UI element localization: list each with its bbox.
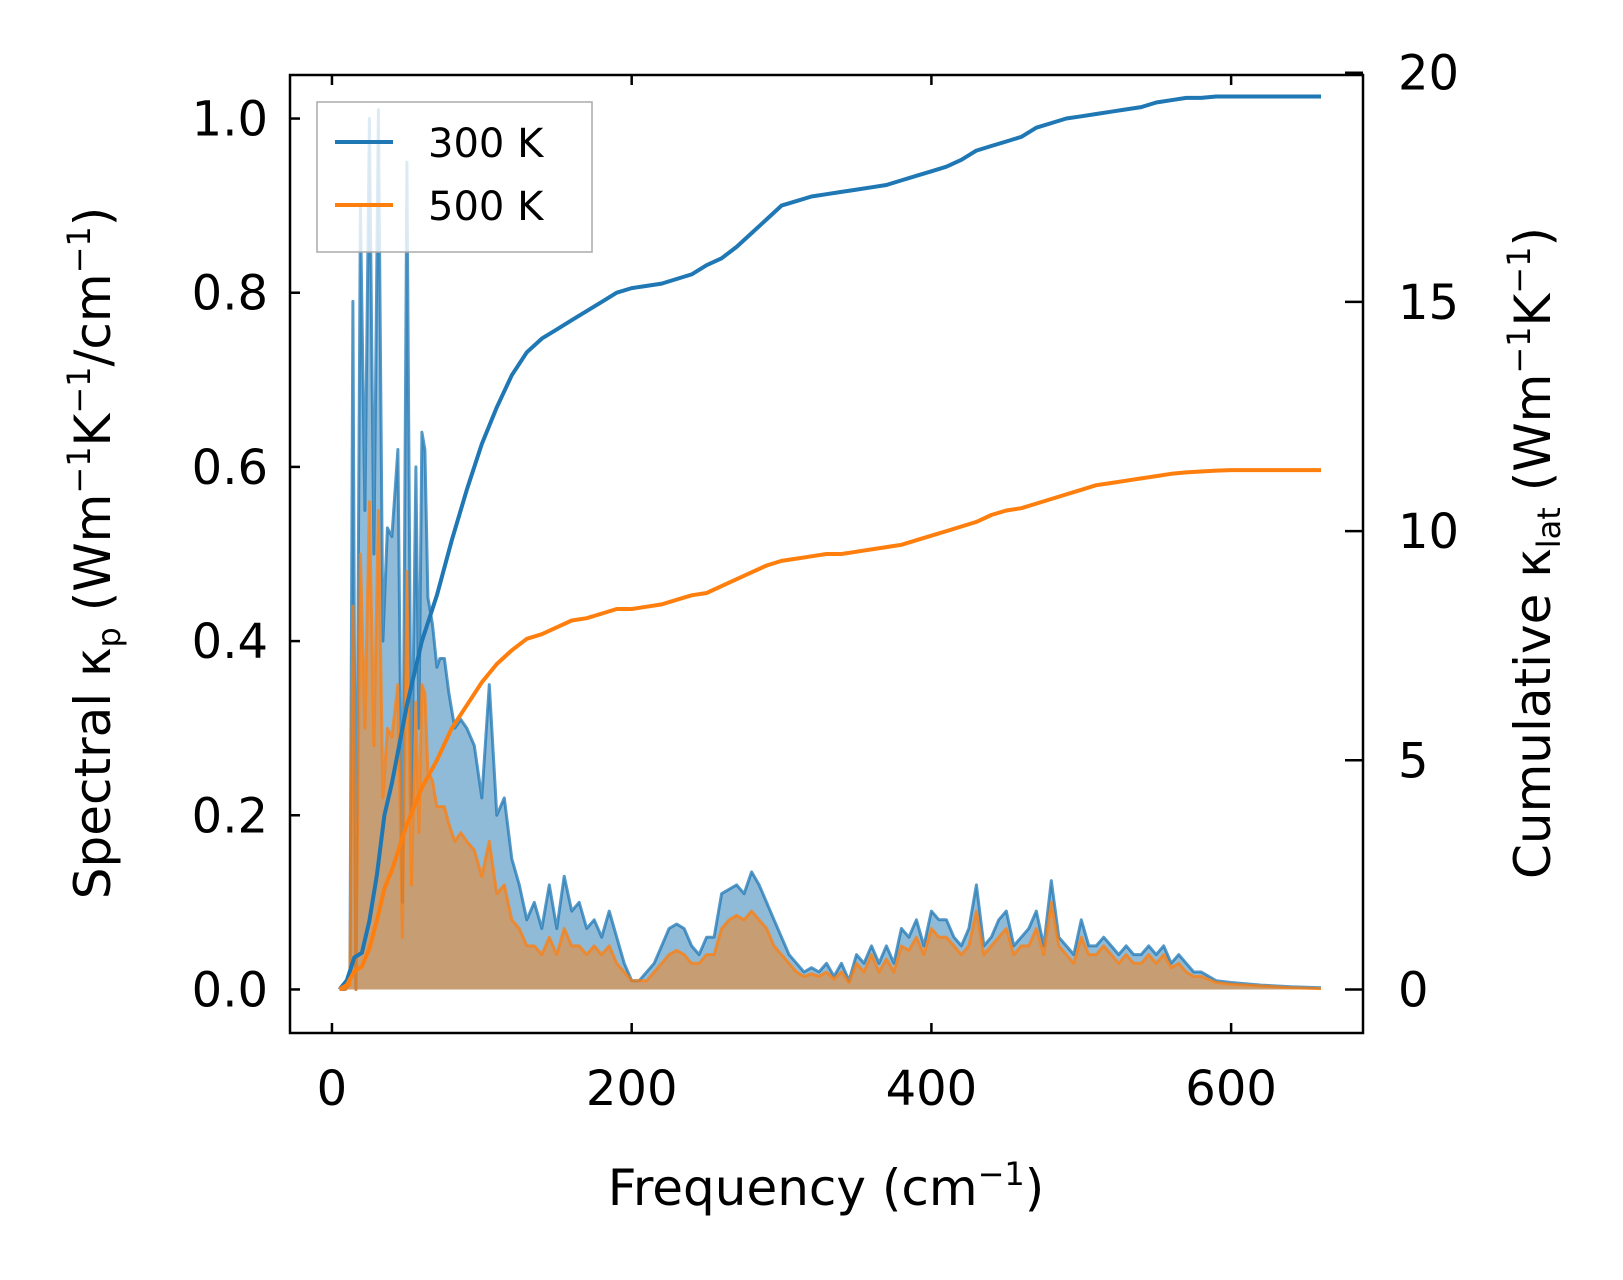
x-tick-label: 0 bbox=[317, 1061, 348, 1117]
x-tick-label: 600 bbox=[1185, 1061, 1277, 1117]
spectral-fill-500k bbox=[339, 501, 1321, 990]
legend-box bbox=[316, 101, 593, 253]
y-right-axis-title: Cumulative κlat (Wm−1K−1) bbox=[1500, 227, 1568, 879]
cumulative-line-300k bbox=[337, 94, 1321, 991]
y-right-tick-label: 20 bbox=[1398, 46, 1459, 102]
plot-frame bbox=[288, 73, 1365, 1035]
cumulative-line-500k bbox=[338, 468, 1321, 992]
y-right-tick-label: 0 bbox=[1398, 962, 1429, 1018]
legend-label-300k: 300 K bbox=[428, 121, 545, 167]
x-axis-ticks: 0 200 400 600 bbox=[317, 75, 1277, 1117]
y-left-tick-label: 0.8 bbox=[192, 266, 268, 322]
legend-label-500k: 500 K bbox=[428, 184, 545, 230]
y-right-tick-label: 10 bbox=[1398, 504, 1459, 560]
spectral-line-300k bbox=[339, 108, 1322, 991]
y-left-axis-title: Spectral κp (Wm−1K−1/cm−1) bbox=[60, 207, 128, 900]
x-tick-label: 400 bbox=[886, 1061, 978, 1117]
spectral-fills bbox=[339, 109, 1321, 990]
y-right-tick-label: 15 bbox=[1398, 275, 1459, 331]
y-left-tick-label: 0.2 bbox=[192, 788, 268, 844]
legend: 300 K 500 K bbox=[316, 101, 593, 253]
y-left-tick-label: 0.4 bbox=[192, 614, 268, 670]
x-axis-title: Frequency (cm−1) bbox=[608, 1155, 1045, 1217]
spectral-lines bbox=[339, 108, 1322, 991]
y-right-axis-ticks: 0 5 10 15 20 bbox=[1345, 46, 1459, 1018]
y-left-tick-label: 0.6 bbox=[192, 440, 268, 496]
y-right-tick-label: 5 bbox=[1398, 733, 1429, 789]
y-left-axis-ticks: 0.0 0.2 0.4 0.6 0.8 1.0 bbox=[192, 92, 300, 1018]
y-left-tick-label: 1.0 bbox=[192, 92, 268, 148]
spectral-line-500k bbox=[339, 500, 1322, 991]
y-left-tick-label: 0.0 bbox=[192, 962, 268, 1018]
x-tick-label: 200 bbox=[586, 1061, 678, 1117]
cumulative-lines bbox=[337, 94, 1321, 992]
